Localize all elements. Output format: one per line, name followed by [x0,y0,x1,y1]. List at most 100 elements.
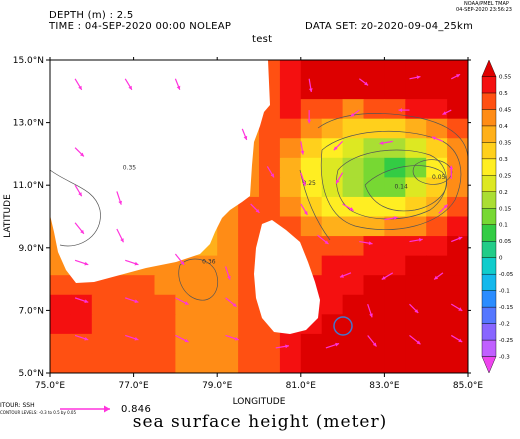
velocity-vector [342,203,354,212]
ssh-cell [217,294,239,315]
ssh-cell [447,353,468,373]
colorbar-label: 0.05 [499,239,512,245]
velocity-vector [74,184,83,197]
ssh-cell [300,60,323,81]
contour-line [317,113,468,161]
ssh-cell [447,275,468,296]
ssh-cell [363,255,385,276]
plot-caption: sea surface height (meter) [132,412,388,432]
colorbar-label: 0.25 [499,173,512,179]
ssh-cell [384,314,406,335]
ssh-cell [384,196,406,218]
ssh-cell [363,79,385,100]
ssh-cell [300,353,323,373]
ssh-cell [112,294,135,315]
contour-line [364,165,448,212]
ssh-cell [426,314,448,335]
velocity-vector [241,128,248,141]
ssh-cell [259,196,281,218]
ssh-cell [50,294,72,315]
colorbar-label: -0.25 [499,338,514,344]
colorbar-label: 0.5 [499,91,508,97]
ssh-cell [384,294,406,315]
ssh-cell [447,157,468,178]
velocity-vector [300,172,306,187]
colorbar-swatch [481,142,497,160]
colorbar-swatch [481,191,497,209]
ssh-cell [259,353,281,373]
ssh-cell [321,99,344,120]
ssh-cell [405,60,427,81]
ssh-cell [321,294,344,315]
y-tick-label: 7.0°N [18,306,44,316]
ssh-cell [405,118,427,139]
velocity-vector [225,334,239,341]
ssh-cell [447,118,468,139]
ssh-cell [175,333,197,355]
velocity-vector [442,109,452,116]
ssh-cell [363,314,385,335]
ssh-cell [405,177,427,198]
ssh-cell [196,314,218,335]
ssh-cell [112,314,135,335]
ssh-cell [447,196,468,218]
ssh-cell [196,333,218,355]
ssh-cell [238,314,260,335]
contour-info: ITOUR: SSH [0,402,35,409]
ssh-cell [112,333,135,355]
ssh-cell [133,294,156,315]
velocity-vector [300,203,308,216]
contour-line [336,149,447,220]
ssh-cell [384,353,406,373]
velocity-vector [116,191,122,205]
ssh-cell [342,79,365,100]
ssh-cell [196,294,218,315]
velocity-vector [438,204,448,214]
colorbar-label: 0.15 [499,206,512,212]
ssh-cell [196,255,218,276]
ssh-cell [447,60,468,81]
velocity-vector [450,303,463,312]
ssh-cell [133,314,156,335]
ssh-cell [217,353,239,373]
ssh-cell [217,275,239,296]
ssh-cell [279,60,302,81]
colorbar-label: 0.1 [499,223,508,229]
ssh-cell [384,118,406,139]
ssh-cell [363,275,385,296]
ssh-cell [112,275,135,296]
ssh-cell [342,177,365,198]
ssh-cell [363,236,385,257]
ssh-cell [363,353,385,373]
ssh-cell [133,333,156,355]
velocity-vector [333,140,344,151]
velocity-vector [175,334,189,343]
ssh-cell [426,216,448,237]
ssh-cell [426,138,448,159]
ssh-cell [279,79,302,100]
reference-vector-arrow [60,405,110,413]
y-tick-label: 9.0°N [18,244,44,254]
ssh-cell [175,294,197,315]
ssh-cell [384,99,406,120]
ssh-cell [426,157,448,178]
ssh-cell [154,275,176,296]
velocity-vector [116,228,125,243]
ssh-cell [217,216,239,237]
ssh-cell [321,333,344,355]
velocity-vector [174,253,185,266]
ssh-cell [426,60,448,81]
ssh-chart: 0.35 0.36 0.25 0.14 0.05 75.0°E 77.0°E 79.0°E 8… [3,56,514,407]
y-axis-label: LATITUDE [3,194,13,238]
x-tick-label: 79.0°E [202,381,233,391]
ssh-cell [217,236,239,257]
velocity-vector [266,166,275,178]
x-tick-label: 81.0°E [286,381,317,391]
ssh-cell [342,333,365,355]
time-label: TIME : 04-SEP-2020 00:00 NOLEAP [49,21,232,32]
ssh-cell [342,157,365,178]
velocity-vector [300,141,305,155]
ssh-cell [426,294,448,315]
ssh-cell [300,99,323,120]
ssh-cell [342,236,365,257]
